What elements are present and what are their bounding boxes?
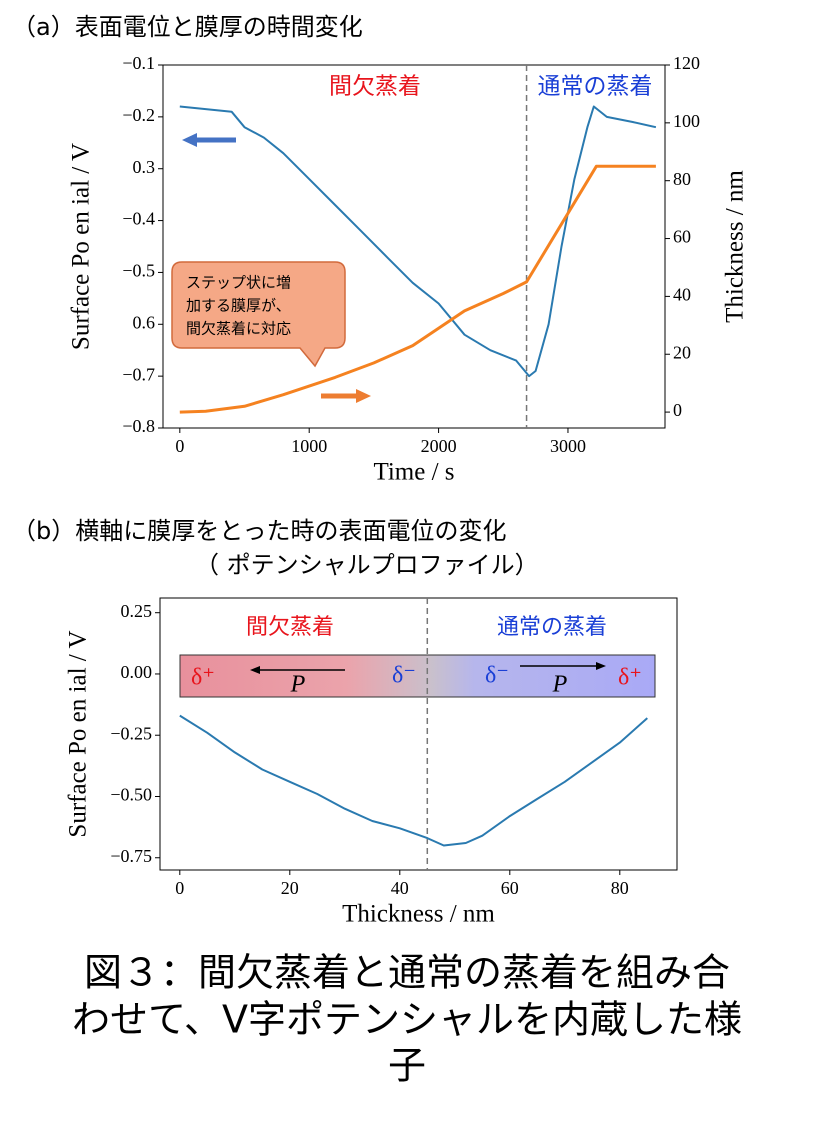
callout-text: ステップ状に増 (186, 274, 291, 292)
x-axis-label: Thickness / nm (342, 901, 495, 928)
annotation: 通常の蒸着 (497, 615, 607, 640)
y-tick-label: −0.4 (122, 209, 155, 229)
y-tick-label: 0.6 (133, 312, 156, 332)
y2-tick-label: 40 (673, 285, 691, 305)
polarization-box (179, 654, 656, 698)
caption: 子 (388, 1044, 426, 1088)
y-tick-label: −0.50 (110, 785, 152, 805)
y2-tick-label: 60 (673, 227, 691, 247)
y-tick-label: −0.7 (122, 364, 155, 384)
annotation: 間欠蒸着 (329, 74, 421, 100)
caption: わせて、V字ポテンシャルを内蔵した様 (72, 998, 742, 1042)
y-tick-label: −0.8 (122, 416, 155, 436)
dipole-label: P (290, 672, 306, 698)
charge-label: δ⁻ (392, 663, 416, 689)
subtitle-b: （ ポテンシャルプロファイル） (195, 551, 539, 579)
y-axis-label: Surface Po en ial / V (68, 143, 95, 350)
x-tick-label: 80 (611, 878, 629, 898)
charge-label: δ⁺ (191, 665, 215, 691)
y2-tick-label: 100 (673, 111, 700, 131)
annotation: 通常の蒸着 (538, 74, 653, 100)
x-tick-label: 3000 (550, 436, 586, 456)
series-line (179, 714, 648, 847)
y2-tick-label: 0 (673, 400, 682, 420)
arrow-head (182, 133, 197, 147)
x-tick-label: 0 (175, 878, 184, 898)
y-tick-label: −0.2 (122, 105, 155, 125)
plot-frame (159, 597, 678, 871)
callout-text: 加する膜厚が、 (186, 297, 291, 315)
title-b: （b）横軸に膜厚をとった時の表面電位の変化 (12, 517, 507, 545)
title-a: （a）表面電位と膜厚の時間変化 (12, 13, 363, 41)
y2-tick-label: 20 (673, 342, 691, 362)
y-tick-label: −0.1 (122, 53, 155, 73)
x-tick-label: 20 (281, 878, 299, 898)
arrow-head (356, 389, 371, 403)
callout (171, 261, 346, 368)
caption: 図３：間欠蒸着と通常の蒸着を組み合 (84, 951, 730, 995)
x-tick-label: 40 (391, 878, 409, 898)
x-tick-label: 60 (501, 878, 519, 898)
series-line (179, 105, 657, 378)
y-tick-label: 0.25 (121, 601, 153, 621)
y-tick-label: −0.25 (110, 723, 152, 743)
y2-tick-label: 120 (673, 53, 700, 73)
y-tick-label: 0.00 (121, 662, 153, 682)
dipole-label: P (552, 672, 568, 698)
y-tick-label: −0.75 (110, 846, 152, 866)
arrow-head (596, 662, 606, 670)
callout-text: 間欠蒸着に対応 (186, 320, 291, 338)
y-tick-label: 0.3 (133, 157, 156, 177)
arrow-head (250, 666, 260, 674)
annotation: 間欠蒸着 (246, 615, 334, 640)
x-tick-label: 1000 (291, 436, 327, 456)
y-axis-label: Surface Po en ial / V (65, 630, 92, 837)
plot-frame (162, 64, 666, 429)
y-tick-label: −0.5 (122, 261, 155, 281)
series-line (179, 164, 656, 414)
y2-axis-label: Thickness / nm (722, 170, 749, 323)
x-tick-label: 0 (175, 436, 184, 456)
charge-label: δ⁺ (618, 665, 642, 691)
charge-label: δ⁻ (485, 663, 509, 689)
x-axis-label: Time / s (373, 459, 454, 486)
y2-tick-label: 80 (673, 169, 691, 189)
x-tick-label: 2000 (421, 436, 457, 456)
